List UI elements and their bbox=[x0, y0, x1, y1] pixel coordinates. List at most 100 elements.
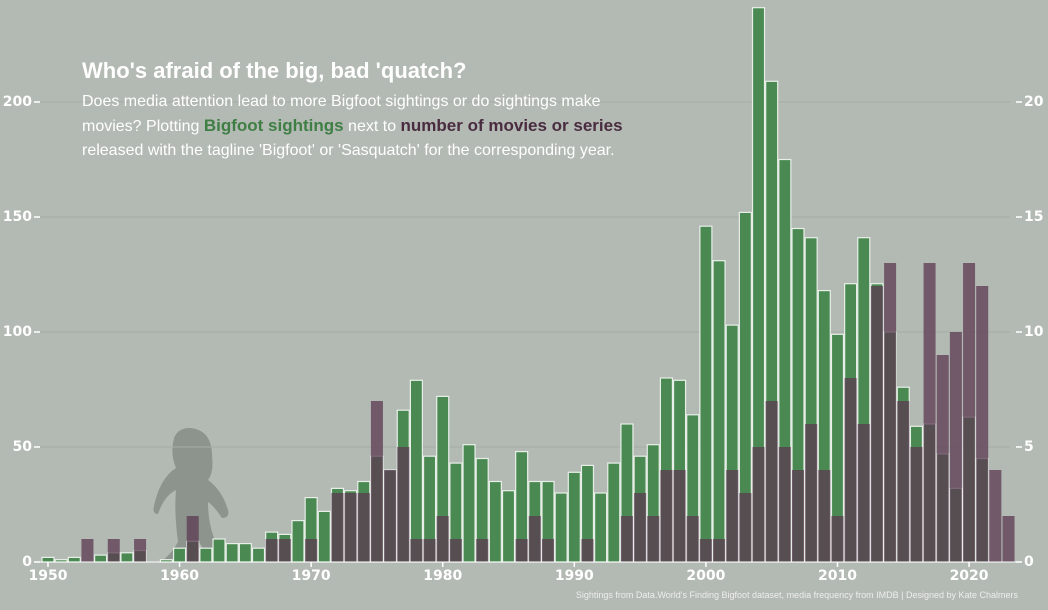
bar bbox=[1002, 516, 1015, 562]
bar bbox=[476, 539, 489, 562]
bar bbox=[384, 470, 397, 562]
y2-tick-label: 0 bbox=[1024, 554, 1034, 570]
subtitle-highlight: Bigfoot sightings bbox=[203, 116, 344, 135]
bar bbox=[963, 263, 976, 562]
bar bbox=[752, 447, 765, 562]
bar bbox=[699, 225, 713, 563]
bar bbox=[976, 286, 989, 562]
bar bbox=[305, 539, 318, 562]
subtitle: Does media attention lead to more Bigfoo… bbox=[82, 90, 642, 163]
bar bbox=[647, 516, 660, 562]
y2-tick-label: 10 bbox=[1024, 324, 1044, 340]
bar bbox=[449, 539, 462, 562]
bar bbox=[238, 542, 252, 563]
bar bbox=[620, 516, 633, 562]
bar bbox=[528, 516, 541, 562]
bar bbox=[331, 493, 344, 562]
bar bbox=[712, 260, 726, 563]
bar bbox=[67, 556, 81, 563]
x-tick-label: 1950 bbox=[28, 568, 67, 584]
bar bbox=[686, 516, 699, 562]
bar bbox=[805, 424, 818, 562]
bar bbox=[199, 547, 213, 563]
y2-tick-label: 15 bbox=[1024, 209, 1043, 225]
bar bbox=[265, 539, 278, 562]
subtitle-highlight: number of movies or series bbox=[400, 116, 623, 135]
bar bbox=[423, 539, 436, 562]
bar bbox=[739, 493, 752, 562]
bar bbox=[844, 378, 857, 562]
bigfoot-silhouette bbox=[153, 428, 232, 562]
bar bbox=[567, 471, 581, 563]
subtitle-text: next to bbox=[343, 118, 401, 135]
bar bbox=[488, 480, 502, 563]
bar bbox=[673, 470, 686, 562]
bar bbox=[870, 286, 883, 562]
x-tick-label: 1970 bbox=[292, 568, 331, 584]
y-tick-label: 50 bbox=[13, 439, 33, 455]
x-tick-label: 2020 bbox=[950, 568, 989, 584]
caption: Sightings from Data.World's Finding Bigf… bbox=[575, 590, 1018, 600]
bar bbox=[713, 539, 726, 562]
subtitle-text: released with the tagline 'Bigfoot' or '… bbox=[82, 142, 615, 159]
bar bbox=[291, 519, 305, 563]
bar bbox=[554, 492, 568, 563]
y-tick-label: 200 bbox=[3, 94, 32, 110]
bar bbox=[251, 547, 266, 563]
bar bbox=[134, 539, 147, 562]
y-tick-label: 0 bbox=[22, 554, 32, 570]
chart-title: Who's afraid of the big, bad 'quatch? bbox=[82, 58, 467, 83]
bar bbox=[778, 447, 791, 562]
bar bbox=[897, 401, 910, 562]
bar bbox=[594, 492, 608, 563]
bar bbox=[41, 556, 55, 563]
subtitle-text: Does media attention lead to more Bigfoo… bbox=[82, 93, 601, 135]
bar bbox=[225, 542, 239, 563]
bar bbox=[397, 447, 410, 562]
bar bbox=[212, 538, 226, 563]
bar bbox=[923, 263, 936, 562]
x-tick-label: 1980 bbox=[423, 568, 462, 584]
bar bbox=[120, 552, 134, 563]
bar bbox=[541, 539, 554, 562]
x-tick-label: 1990 bbox=[555, 568, 594, 584]
bar bbox=[699, 539, 712, 562]
bar bbox=[765, 401, 778, 562]
bar bbox=[581, 539, 594, 562]
x-tick-label: 1960 bbox=[160, 568, 199, 584]
bar bbox=[910, 447, 923, 562]
bar bbox=[436, 516, 449, 562]
bar bbox=[501, 490, 516, 563]
bar bbox=[634, 493, 647, 562]
bar bbox=[81, 539, 94, 562]
bar bbox=[818, 470, 831, 562]
bar bbox=[857, 424, 870, 562]
bar bbox=[409, 379, 424, 563]
bar bbox=[107, 539, 120, 562]
y2-tick-label: 5 bbox=[1024, 439, 1034, 455]
bar bbox=[660, 470, 673, 562]
bar bbox=[344, 493, 357, 562]
bar bbox=[791, 470, 804, 562]
bar bbox=[357, 493, 370, 562]
bar bbox=[831, 516, 844, 562]
bar bbox=[607, 462, 621, 563]
bar bbox=[186, 516, 199, 562]
bar bbox=[949, 332, 962, 562]
y-tick-label: 150 bbox=[3, 209, 32, 225]
bar bbox=[410, 539, 423, 562]
bar bbox=[989, 470, 1002, 562]
bar bbox=[936, 355, 949, 562]
x-tick-label: 2010 bbox=[818, 568, 857, 584]
bar bbox=[317, 510, 331, 563]
bar bbox=[172, 547, 187, 563]
bar bbox=[94, 554, 108, 563]
x-tick-label: 2000 bbox=[686, 568, 725, 584]
bar bbox=[726, 470, 739, 562]
bar bbox=[884, 263, 897, 562]
y2-tick-label: 20 bbox=[1024, 94, 1044, 110]
y-tick-label: 100 bbox=[3, 324, 32, 340]
bar bbox=[278, 539, 291, 562]
